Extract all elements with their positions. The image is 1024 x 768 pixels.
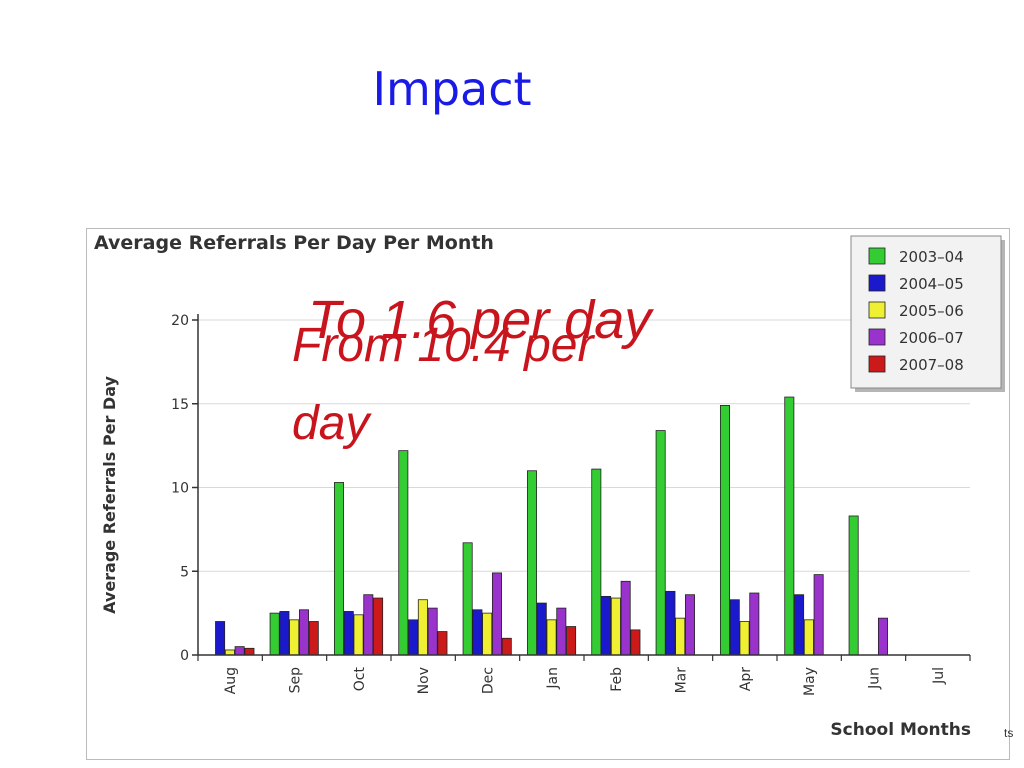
legend: 2003–04 2004–05 2005–06 2006–07 2007–08	[850, 235, 1005, 392]
legend-swatch	[868, 301, 886, 319]
bar	[813, 574, 824, 656]
bar	[729, 599, 740, 656]
bar	[566, 626, 577, 656]
bar	[215, 621, 226, 656]
bar	[363, 594, 374, 656]
legend-swatch	[868, 274, 886, 292]
bar	[244, 647, 255, 656]
bar	[684, 594, 695, 656]
corner-fragment: ts	[1004, 726, 1014, 740]
bar	[269, 612, 280, 656]
x-tick-label: Dec	[481, 667, 497, 694]
axes: 0 5 10 15 20 Aug Sep Oct Nov Dec Jan Feb Mar Apr May Ju…	[171, 313, 971, 696]
y-tick-label: 15	[171, 397, 189, 413]
bar	[546, 619, 557, 656]
bar	[224, 649, 235, 656]
legend-swatch	[868, 328, 886, 346]
x-tick-label: Aug	[223, 667, 239, 694]
bar	[491, 572, 502, 656]
bar	[427, 607, 438, 656]
bar	[848, 515, 859, 656]
bar	[877, 617, 888, 656]
bar	[472, 609, 483, 656]
bar	[343, 611, 354, 656]
bar	[630, 629, 641, 656]
bar	[289, 619, 300, 656]
y-tick-label: 0	[180, 648, 189, 664]
legend-swatch	[868, 355, 886, 373]
bar	[501, 637, 512, 656]
x-tick-label: Mar	[674, 667, 690, 694]
bar	[408, 619, 419, 656]
x-tick-label: May	[802, 667, 818, 696]
bar	[333, 482, 344, 656]
bar	[482, 612, 493, 656]
x-tick-label: Jan	[545, 667, 561, 690]
bar	[298, 609, 309, 656]
bar	[437, 631, 448, 656]
bar	[794, 594, 805, 656]
legend-label: 2005–06	[899, 302, 964, 320]
bar	[373, 597, 384, 656]
bar	[784, 396, 795, 656]
bar	[234, 646, 245, 656]
legend-label: 2006–07	[899, 329, 964, 347]
y-tick-label: 10	[171, 481, 189, 497]
bar	[353, 614, 364, 656]
y-tick-label: 5	[180, 564, 189, 580]
bar	[556, 607, 567, 656]
chart-title: Average Referrals Per Day Per Month	[94, 232, 494, 254]
bar	[526, 470, 537, 656]
x-tick-label: Sep	[288, 667, 304, 694]
bar	[665, 590, 676, 656]
bar	[610, 597, 621, 656]
bar	[620, 580, 631, 656]
bar	[749, 592, 760, 656]
x-tick-label: Feb	[609, 667, 625, 692]
legend-label: 2007–08	[899, 356, 964, 374]
bar	[803, 619, 814, 656]
bar	[536, 602, 547, 656]
x-tick-label: Jun	[867, 667, 883, 690]
x-axis-label: School Months	[830, 720, 971, 740]
bar	[398, 450, 409, 656]
x-tick-label: Nov	[416, 667, 432, 694]
bar	[591, 468, 602, 656]
x-tick-label: Apr	[738, 667, 754, 691]
bars	[215, 396, 888, 656]
legend-swatch	[868, 247, 886, 265]
bar	[739, 621, 750, 656]
bar	[462, 542, 473, 656]
x-tick-label: Jul	[931, 667, 947, 685]
gridlines	[198, 319, 970, 572]
bar	[601, 595, 612, 656]
slide-title: Impact	[372, 62, 532, 116]
y-tick-label: 20	[171, 313, 189, 329]
bar	[719, 405, 730, 656]
overlay-to-text: To 1.6 per day	[308, 290, 652, 350]
bar	[308, 621, 319, 656]
legend-label: 2003–04	[899, 248, 964, 266]
overlay-from-text-line1: From 10.4 per	[292, 319, 594, 372]
bar-chart: Average Referrals Per Day Per Month Aver…	[86, 228, 1010, 760]
bar	[655, 430, 666, 656]
bar	[675, 617, 686, 656]
overlay-from-text-line2: day	[292, 397, 370, 450]
bar	[279, 611, 290, 656]
legend-label: 2004–05	[899, 275, 964, 293]
y-axis-label: Average Referrals Per Day	[100, 376, 119, 614]
chart-container: Average Referrals Per Day Per Month Aver…	[86, 228, 1010, 760]
bar	[417, 599, 428, 656]
x-tick-label: Oct	[352, 667, 368, 692]
